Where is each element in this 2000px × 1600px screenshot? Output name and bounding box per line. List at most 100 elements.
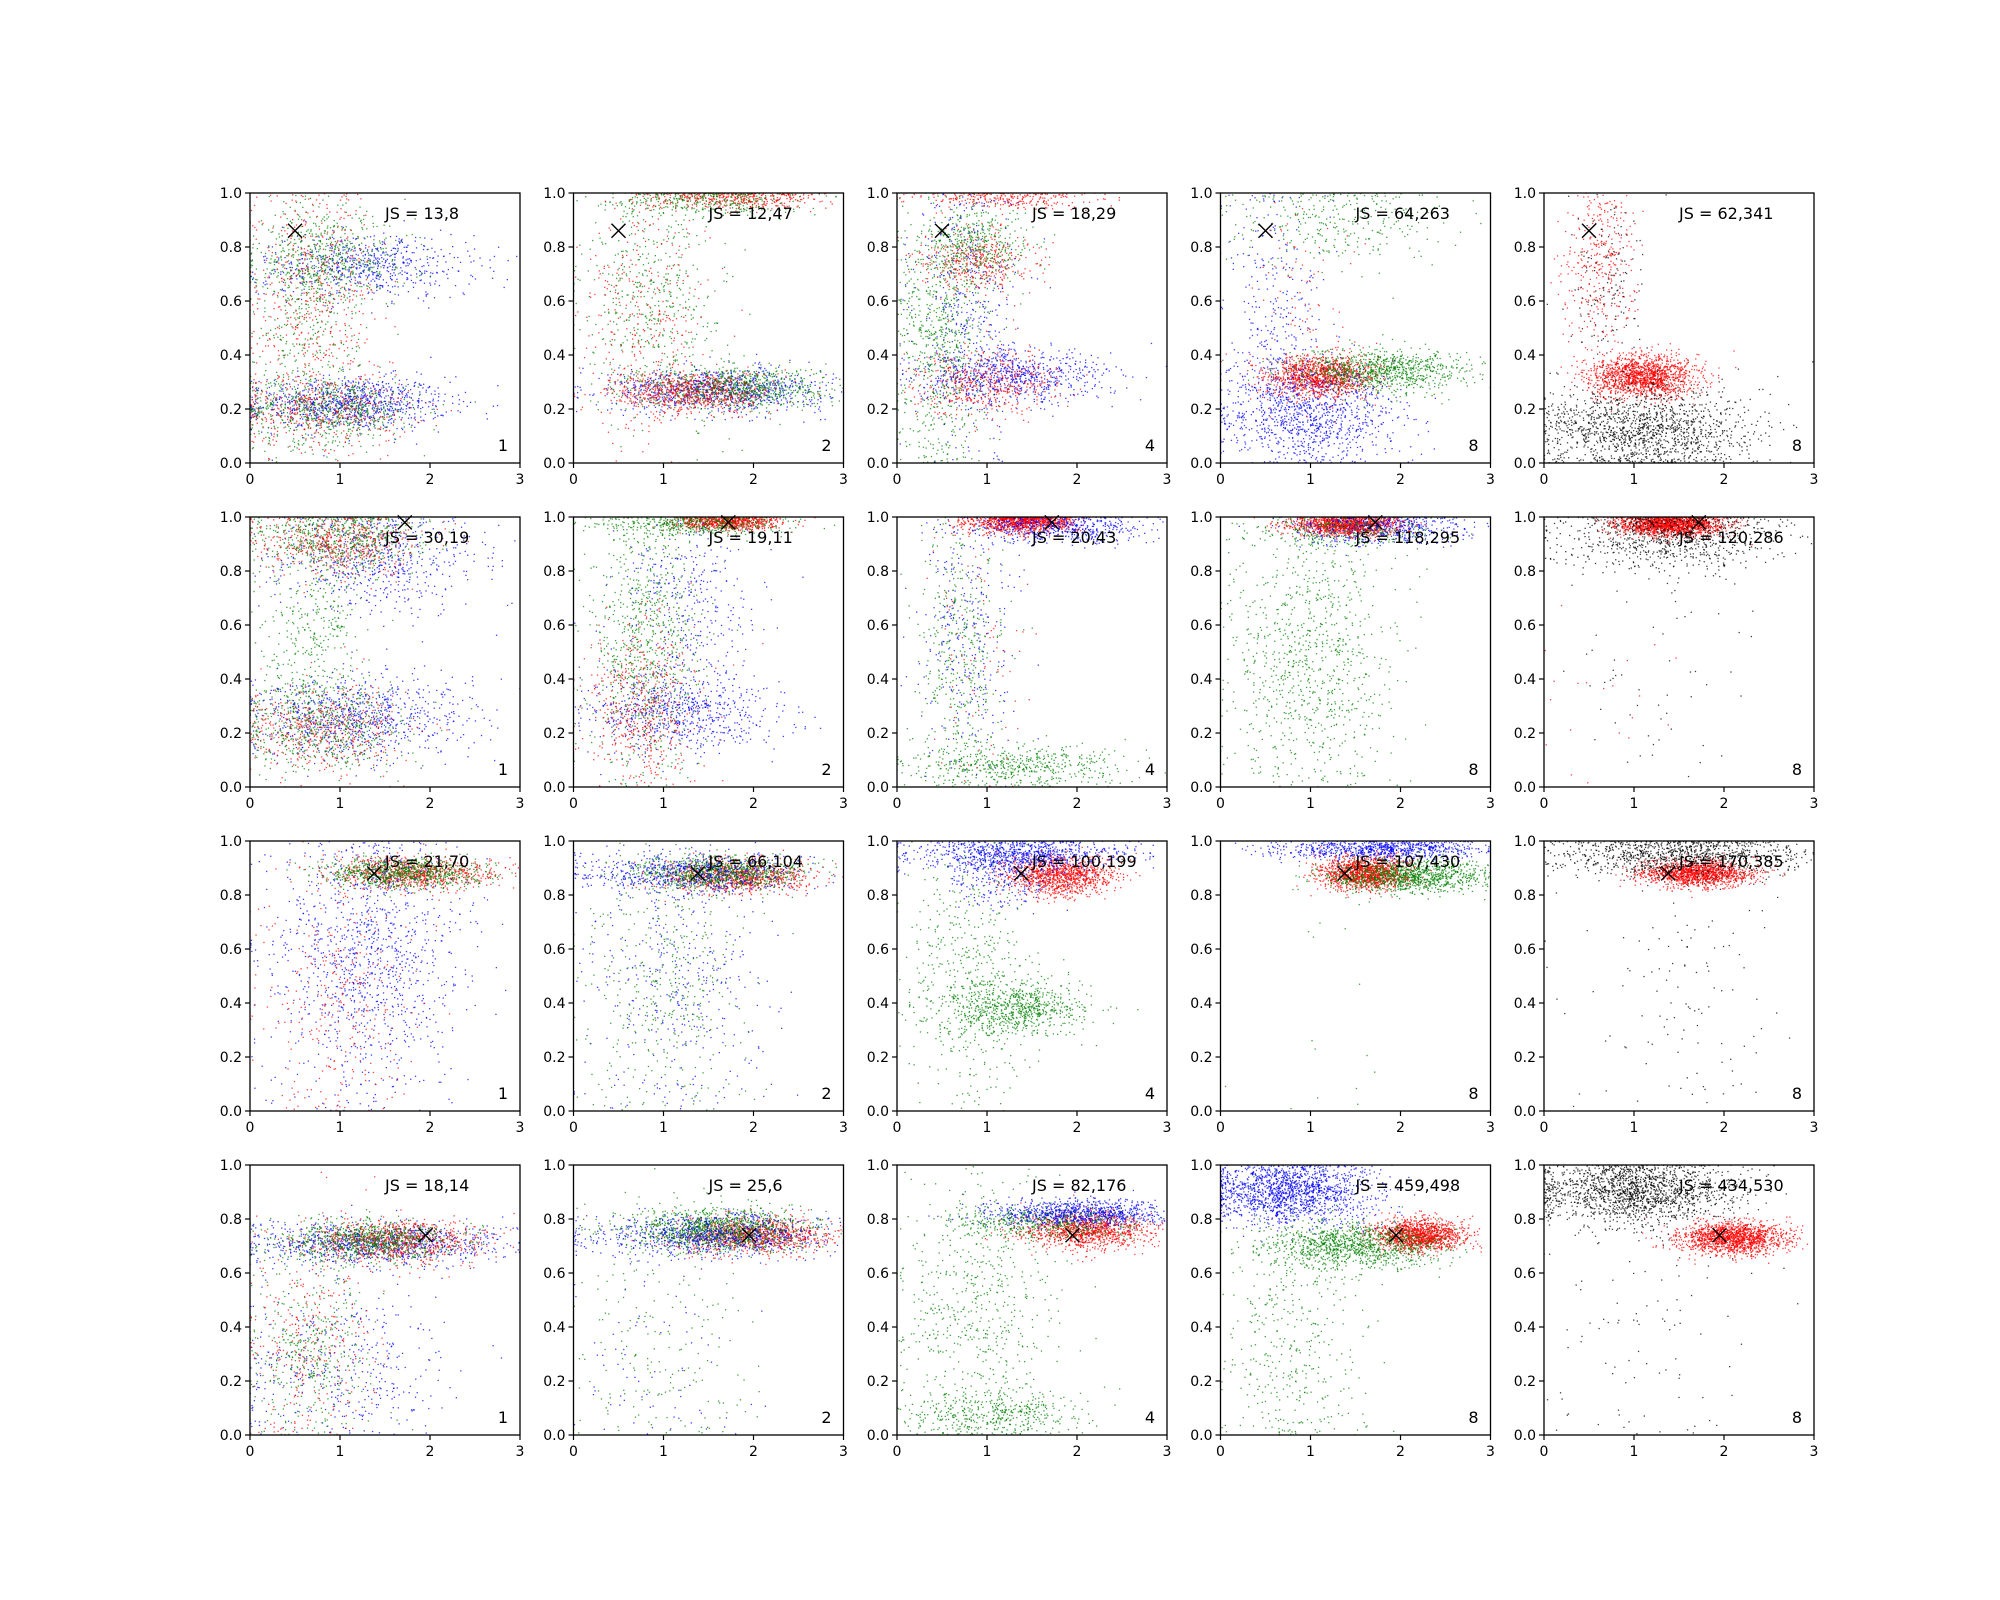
scatter-point xyxy=(373,386,374,387)
scatter-point xyxy=(424,273,425,274)
scatter-point xyxy=(287,228,288,229)
scatter-point xyxy=(356,254,357,255)
scatter-point xyxy=(300,202,301,203)
scatter-point xyxy=(371,280,372,281)
scatter-point xyxy=(366,267,367,268)
scatter-point xyxy=(281,398,282,399)
scatter-point xyxy=(274,302,275,303)
scatter-point xyxy=(430,276,431,277)
scatter-point xyxy=(271,232,272,233)
scatter-point xyxy=(261,432,262,433)
scatter-point xyxy=(316,351,317,352)
scatter-point xyxy=(405,413,406,414)
scatter-point xyxy=(365,416,366,417)
scatter-point xyxy=(332,244,333,245)
scatter-point xyxy=(349,296,350,297)
scatter-point xyxy=(375,388,376,389)
scatter-point xyxy=(298,403,299,404)
scatter-point xyxy=(397,244,398,245)
scatter-point xyxy=(413,407,414,408)
scatter-point xyxy=(412,234,413,235)
scatter-point xyxy=(383,418,384,419)
scatter-point xyxy=(394,414,395,415)
scatter-point xyxy=(371,312,372,313)
scatter-point xyxy=(401,239,402,240)
scatter-point xyxy=(266,333,267,334)
scatter-point xyxy=(374,246,375,247)
scatter-point xyxy=(355,258,356,259)
scatter-point xyxy=(406,393,407,394)
scatter-point xyxy=(289,272,290,273)
scatter-point xyxy=(323,455,324,456)
scatter-point xyxy=(396,267,397,268)
scatter-point xyxy=(296,299,297,300)
scatter-point xyxy=(446,411,447,412)
scatter-point xyxy=(319,428,320,429)
scatter-point xyxy=(360,405,361,406)
scatter-point xyxy=(490,267,491,268)
scatter-point xyxy=(287,273,288,274)
scatter-point xyxy=(406,379,407,380)
scatter-point xyxy=(426,294,427,295)
scatter-point xyxy=(265,320,266,321)
scatter-point xyxy=(334,432,335,433)
scatter-point xyxy=(825,374,826,375)
scatter-point xyxy=(296,343,297,344)
scatter-point xyxy=(321,387,322,388)
scatter-point xyxy=(318,336,319,337)
scatter-point xyxy=(820,398,821,399)
scatter-point xyxy=(792,398,793,399)
scatter-point xyxy=(507,279,508,280)
scatter-point xyxy=(371,271,372,272)
scatter-point xyxy=(304,258,305,259)
scatter-point xyxy=(350,250,351,251)
scatter-point xyxy=(355,378,356,379)
scatter-point xyxy=(331,308,332,309)
scatter-point xyxy=(276,457,277,458)
scatter-point xyxy=(322,417,323,418)
scatter-point xyxy=(716,372,717,373)
scatter-point xyxy=(303,414,304,415)
scatter-point xyxy=(333,399,334,400)
scatter-point xyxy=(328,423,329,424)
scatter-point xyxy=(343,227,344,228)
scatter-point xyxy=(372,419,373,420)
scatter-point xyxy=(302,273,303,274)
scatter-point xyxy=(391,406,392,407)
scatter-point xyxy=(324,279,325,280)
scatter-point xyxy=(452,403,453,404)
scatter-point xyxy=(352,361,353,362)
scatter-point xyxy=(267,288,268,289)
scatter-point xyxy=(324,400,325,401)
scatter-point xyxy=(393,393,394,394)
scatter-point xyxy=(795,382,796,383)
scatter-point xyxy=(256,402,257,403)
scatter-point xyxy=(306,212,307,213)
scatter-point xyxy=(327,267,328,268)
scatter-point xyxy=(431,393,432,394)
scatter-point xyxy=(338,282,339,283)
scatter-point xyxy=(390,266,391,267)
scatter-point xyxy=(306,304,307,305)
scatter-point xyxy=(790,386,791,387)
scatter-point xyxy=(346,422,347,423)
scatter-point xyxy=(407,245,408,246)
scatter-point xyxy=(357,428,358,429)
scatter-point xyxy=(275,404,276,405)
scatter-point xyxy=(799,389,800,390)
scatter-point xyxy=(387,306,388,307)
scatter-point xyxy=(385,403,386,404)
scatter-point xyxy=(265,253,266,254)
scatter-point xyxy=(277,318,278,319)
scatter-point xyxy=(323,410,324,411)
scatter-point xyxy=(497,385,498,386)
scatter-point xyxy=(430,357,431,358)
scatter-point xyxy=(286,268,287,269)
scatter-point xyxy=(339,424,340,425)
scatter-point xyxy=(467,251,468,252)
scatter-point xyxy=(313,418,314,419)
scatter-point xyxy=(300,271,301,272)
scatter-point xyxy=(318,251,319,252)
scatter-point xyxy=(315,274,316,275)
